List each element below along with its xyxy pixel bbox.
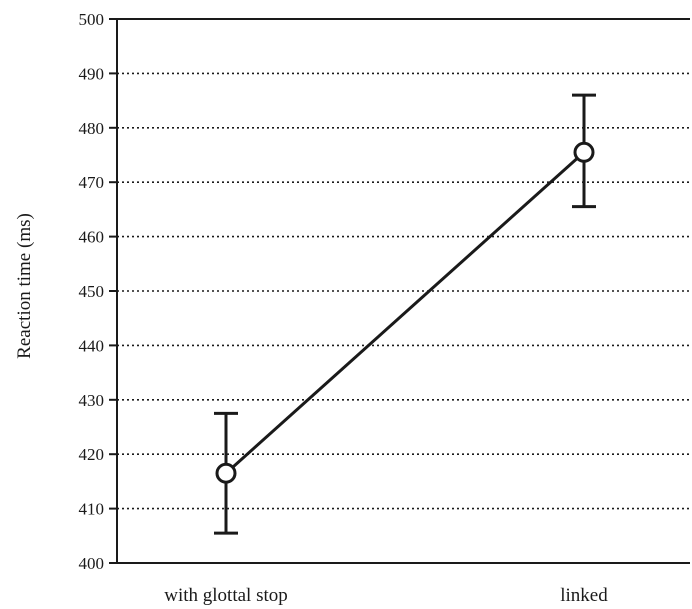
y-ticks: 400 410 420 430 440 450 460 470 480 490 500 bbox=[79, 10, 117, 573]
data-point-0 bbox=[215, 462, 237, 484]
x-category-label-0: with glottal stop bbox=[164, 585, 288, 606]
y-tick-label-480: 480 bbox=[79, 119, 105, 138]
series-group bbox=[214, 93, 596, 535]
y-tick-label-400: 400 bbox=[79, 554, 105, 573]
y-tick-label-470: 470 bbox=[79, 173, 105, 192]
y-tick-label-460: 460 bbox=[79, 228, 105, 247]
y-tick-label-490: 490 bbox=[79, 64, 105, 83]
y-tick-label-500: 500 bbox=[79, 10, 105, 29]
x-category-labels: with glottal stop linked bbox=[164, 585, 608, 606]
x-category-label-1: linked bbox=[560, 585, 608, 606]
y-tick-label-440: 440 bbox=[79, 336, 105, 355]
y-axis-title: Reaction time (ms) bbox=[14, 213, 35, 359]
series-line-0 bbox=[224, 151, 586, 475]
gridlines bbox=[117, 72, 690, 510]
data-point-1 bbox=[573, 141, 595, 163]
y-tick-label-420: 420 bbox=[79, 445, 105, 464]
y-tick-label-410: 410 bbox=[79, 500, 105, 519]
y-tick-label-430: 430 bbox=[79, 391, 105, 410]
y-tick-label-450: 450 bbox=[79, 282, 105, 301]
